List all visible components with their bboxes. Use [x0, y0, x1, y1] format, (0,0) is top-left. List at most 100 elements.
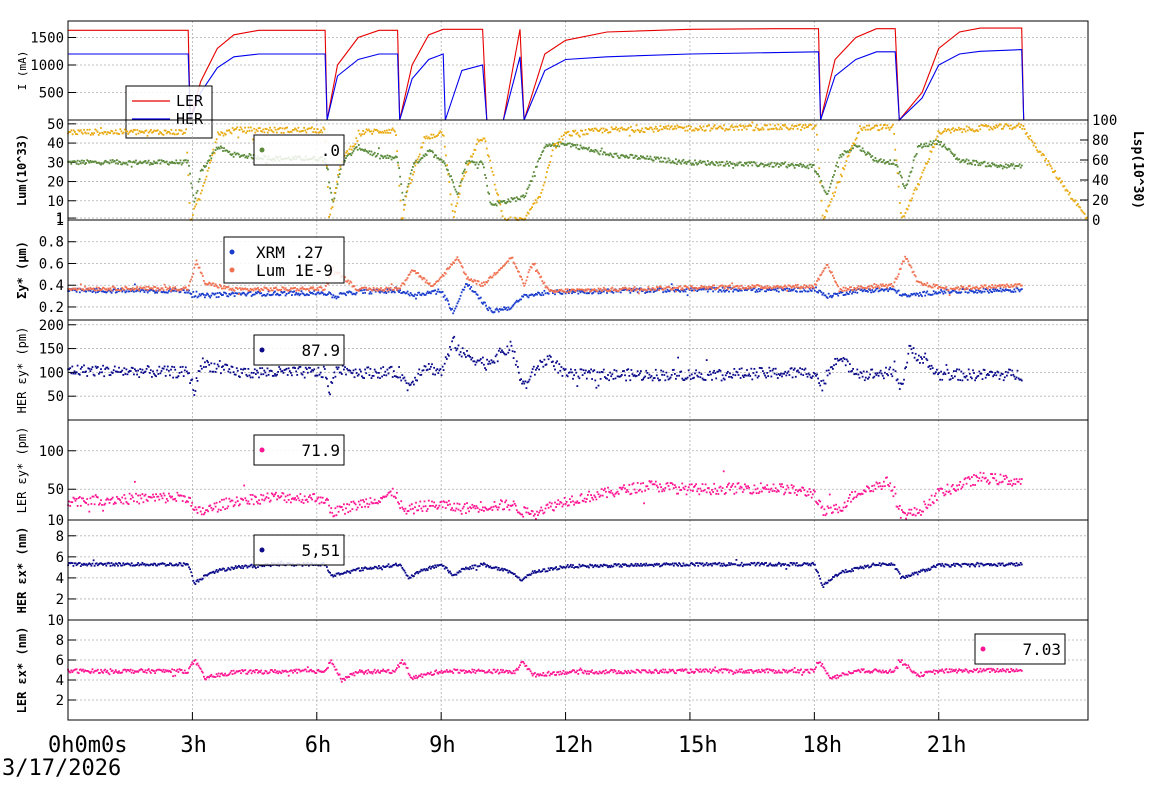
- y-tick-label: 30: [47, 155, 64, 171]
- data-point: [193, 509, 195, 511]
- data-point: [236, 496, 238, 498]
- data-point: [733, 368, 735, 370]
- data-point: [96, 287, 98, 289]
- data-point: [427, 369, 429, 371]
- data-point: [790, 128, 792, 130]
- data-point: [500, 351, 502, 353]
- data-point: [544, 290, 546, 292]
- data-point: [807, 165, 809, 167]
- data-point: [452, 312, 454, 314]
- data-point: [85, 133, 87, 135]
- series-points-87-9: [67, 336, 1023, 396]
- data-point: [714, 164, 716, 166]
- data-point: [817, 173, 819, 175]
- data-point: [706, 359, 708, 361]
- data-point: [219, 134, 221, 136]
- data-point: [741, 368, 743, 370]
- data-point: [222, 288, 224, 290]
- data-point: [843, 287, 845, 289]
- data-point: [168, 370, 170, 372]
- data-point: [693, 164, 695, 166]
- data-point: [188, 285, 190, 287]
- data-point: [747, 285, 749, 287]
- data-point: [652, 380, 654, 382]
- data-point: [897, 172, 899, 174]
- legend-label: HER: [176, 110, 204, 128]
- data-point: [240, 368, 242, 370]
- data-point: [413, 384, 415, 386]
- data-point: [675, 378, 677, 380]
- data-point: [529, 184, 531, 186]
- data-point: [462, 267, 464, 269]
- data-point: [135, 370, 137, 372]
- data-point: [316, 132, 318, 134]
- data-point: [580, 145, 582, 147]
- data-point: [931, 151, 933, 153]
- data-point: [392, 128, 394, 130]
- data-point: [189, 497, 191, 499]
- data-point: [319, 131, 321, 133]
- data-point: [144, 291, 146, 293]
- data-point: [773, 128, 775, 130]
- data-point: [576, 144, 578, 146]
- data-point: [156, 162, 158, 164]
- data-point: [392, 488, 394, 490]
- data-point: [138, 503, 140, 505]
- data-point: [548, 164, 550, 166]
- data-point: [370, 130, 372, 132]
- y2-tick-label: 0: [1092, 213, 1100, 229]
- data-point: [387, 369, 389, 371]
- data-point: [462, 178, 464, 180]
- data-point: [684, 130, 686, 132]
- data-point: [389, 132, 391, 134]
- data-point: [452, 182, 454, 184]
- data-point: [295, 371, 297, 373]
- y2-axis-label: Lsp(10^30): [1130, 131, 1145, 209]
- data-point: [450, 349, 452, 351]
- data-point: [357, 507, 359, 509]
- data-point: [634, 286, 636, 288]
- data-point: [813, 287, 815, 289]
- data-point: [191, 502, 193, 504]
- data-point: [121, 130, 123, 132]
- data-point: [517, 366, 519, 368]
- data-point: [711, 379, 713, 381]
- data-point: [576, 385, 578, 387]
- data-point: [149, 372, 151, 374]
- data-point: [683, 291, 685, 293]
- data-point: [121, 497, 123, 499]
- data-point: [518, 271, 520, 273]
- data-point: [132, 497, 134, 499]
- data-point: [204, 296, 206, 298]
- data-point: [443, 160, 445, 162]
- data-point: [973, 372, 975, 374]
- data-point: [456, 349, 458, 351]
- data-point: [147, 289, 149, 291]
- data-point: [655, 126, 657, 128]
- data-point: [331, 512, 333, 514]
- data-point: [932, 294, 934, 296]
- data-point: [831, 198, 833, 200]
- data-point: [266, 375, 268, 377]
- data-point: [161, 370, 163, 372]
- data-point: [116, 496, 118, 498]
- data-point: [551, 155, 553, 157]
- y-tick-label: 20: [47, 175, 64, 191]
- data-point: [359, 369, 361, 371]
- data-point: [743, 165, 745, 167]
- data-point: [558, 363, 560, 365]
- data-point: [796, 125, 798, 127]
- legend-swatch: [260, 148, 265, 153]
- data-point: [180, 160, 182, 162]
- data-point: [219, 284, 221, 286]
- data-point: [153, 496, 155, 498]
- data-point: [91, 503, 93, 505]
- data-point: [891, 126, 893, 128]
- data-point: [739, 285, 741, 287]
- data-point: [849, 151, 851, 153]
- data-point: [175, 129, 177, 131]
- data-point: [197, 190, 199, 192]
- data-point: [416, 161, 418, 163]
- data-point: [215, 141, 217, 143]
- data-point: [434, 374, 436, 376]
